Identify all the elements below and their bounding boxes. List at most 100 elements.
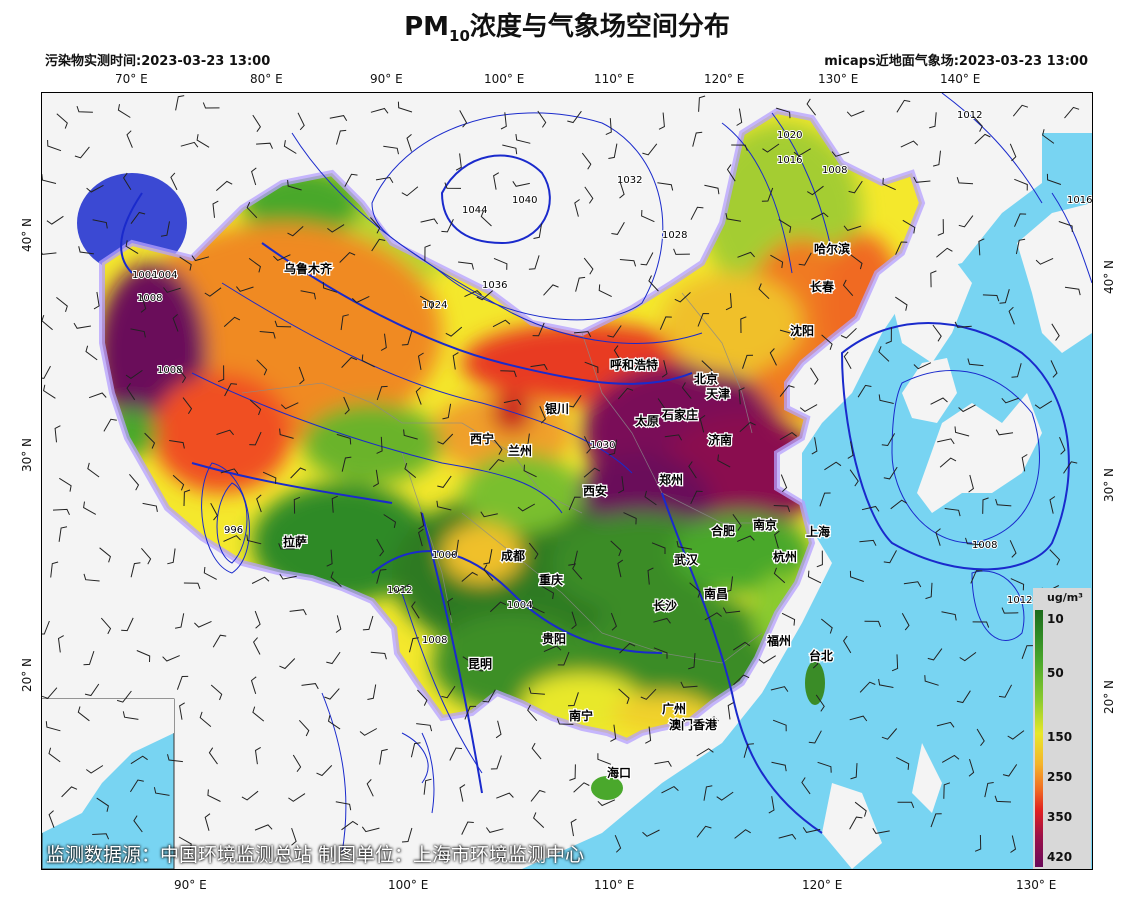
wind-barb [500,112,507,130]
wind-barb [179,702,185,720]
wind-barb [731,144,748,151]
wind-barb [982,294,1000,302]
wind-barb [87,462,100,478]
wind-barb [336,433,352,445]
wind-barb [567,110,582,124]
wind-barb [78,246,94,255]
wind-barb [1010,835,1017,853]
lat-tick-right: 30° N [1102,467,1117,503]
wind-barb [770,254,784,269]
wind-barb [527,704,538,722]
wind-barb [1008,306,1015,325]
wind-barb [941,754,960,763]
lon-tick-top: 140° E [940,72,981,86]
wind-barb [732,514,742,531]
wind-barb [736,108,743,126]
wind-barb [605,118,612,136]
lat-tick-left: 30° N [20,437,35,473]
wind-barb [183,489,191,507]
city-label: 西宁 [470,431,494,446]
wind-barb [758,655,776,664]
wind-barb [806,98,816,116]
city-label: 合肥 [711,523,735,538]
wind-barb [490,755,502,770]
wind-barb [191,255,210,262]
wind-barb [376,538,385,557]
wind-barb [455,153,462,171]
wind-barb [1015,238,1026,255]
lon-tick-top: 110° E [594,72,635,86]
wind-barb [779,329,795,340]
wind-barb [598,284,612,298]
city-label: 长春 [810,279,835,294]
wind-barb [246,201,258,219]
wind-barb [343,396,350,415]
wind-barb [256,359,268,376]
wind-barb [56,113,68,129]
wind-barb [220,468,239,475]
wind-barb [361,354,375,368]
wind-barb [613,345,623,363]
wind-barb [92,833,110,840]
wind-barb [864,620,882,628]
lon-tick-top: 90° E [370,72,403,86]
wind-barb [462,656,476,671]
wind-barb [175,95,185,111]
city-labels: 乌鲁木齐 哈尔滨 长春 沈阳 呼和浩特 北京 天津 银川 太原 石家庄 西宁 兰… [282,240,852,782]
wind-barb [424,244,431,262]
wind-barb [361,826,380,833]
wind-barb [202,102,220,109]
map-title: PM10浓度与气象场空间分布 [404,12,730,46]
wind-barb [968,474,974,493]
wind-barb [129,779,144,793]
wind-barb [761,187,774,202]
wind-barb [246,534,262,545]
wind-barb [618,476,625,494]
wind-barb [1021,454,1028,472]
wind-barb [567,692,579,707]
wind-barb [375,176,394,183]
wind-barb [210,684,223,701]
wind-barb [958,404,976,413]
wind-barb [61,786,78,798]
wind-barb [339,252,356,263]
wind-barb [172,474,185,491]
wind-barb [847,441,854,459]
wind-barb [212,634,227,648]
wind-barb [196,134,210,148]
observation-time: 污染物实测时间:2023-03-23 13:00 [45,54,271,69]
wind-barb [930,397,948,405]
wind-barb [176,366,187,384]
city-label: 乌鲁木齐 [284,261,333,276]
wind-barb [722,607,741,614]
wind-barb [811,437,818,455]
wind-barb [703,785,713,801]
wind-barb [725,293,732,311]
map-canvas: 1004 1044 1040 1032 1028 1020 1016 1008 … [37,92,1093,870]
wind-barb [798,252,812,266]
wind-barb [854,801,867,817]
isobar-label: 996 [224,525,243,536]
wind-barb [125,369,143,380]
wind-barb [717,454,731,468]
wind-barb [326,651,341,665]
wind-barb [327,715,341,730]
wind-barb [1059,437,1066,455]
wind-barb [199,711,212,727]
city-label: 西安 [583,483,607,498]
wind-barb [740,316,747,334]
wind-barb [831,151,850,157]
wind-barb [380,333,387,351]
wind-barb [528,687,545,695]
wind-barb [216,429,234,436]
wind-barb [734,829,751,839]
wind-barb [122,172,132,191]
wind-barb [696,825,712,838]
wind-barb [974,834,982,852]
isobar-label: 1020 [777,130,802,141]
wind-barb [493,172,500,190]
wind-barb [883,466,898,480]
wind-barb [539,405,546,424]
wind-barb [103,418,117,432]
wind-barb [768,796,775,814]
